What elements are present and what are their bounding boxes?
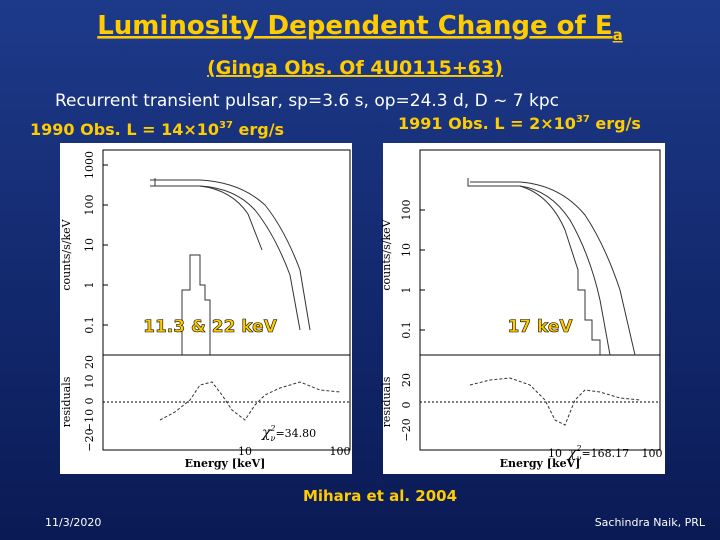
plot-annotation: 11.3 & 22 keV	[143, 317, 278, 337]
y-tick-label: 1000	[83, 151, 96, 179]
y-tick-label: 100	[400, 200, 413, 221]
observation-2: 1991 Obs. L = 2×1037 erg/s	[398, 114, 641, 133]
residual-tick-label: −10	[83, 409, 96, 432]
model-curve	[470, 181, 636, 356]
obs-exponent: 37	[576, 114, 590, 125]
model-curve	[150, 185, 301, 331]
y-tick-label: 10	[400, 243, 413, 257]
obs-label: 1991 Obs. L = 2×10	[398, 114, 576, 133]
description: Recurrent transient pulsar, sp=3.6 s, op…	[55, 91, 559, 111]
y-tick-label: 1	[400, 287, 413, 294]
residual-tick-label: −20	[83, 428, 96, 451]
obs-label: 1990 Obs. L = 14×10	[30, 120, 219, 139]
x-axis-label: Energy [keV]	[185, 457, 266, 470]
residual-points	[469, 377, 641, 426]
chi-value: =34.80	[275, 427, 316, 440]
spectrum-plot: 100 10 1 0.1 counts/s/keV 20 0 −20 residuals 10 10…	[380, 143, 665, 474]
model-curve	[150, 179, 311, 331]
x-axis-label: Energy [keV]	[500, 457, 581, 470]
obs-unit: erg/s	[233, 120, 284, 139]
chi-symbol: χ	[261, 425, 272, 441]
chi-square: χν2=168.17	[567, 444, 629, 463]
data-steps	[154, 178, 263, 251]
x-tick-label: 100	[642, 447, 663, 460]
title-text: Luminosity Dependent Change of E	[97, 11, 612, 41]
subtitle: (Ginga Obs. Of 4U0115+63)	[207, 57, 503, 79]
chi-symbol: χ	[567, 445, 578, 461]
chi-value: =168.17	[581, 447, 629, 460]
residual-tick-label: 0	[83, 398, 96, 405]
data-steps	[467, 178, 601, 355]
residual-axis-label: residuals	[60, 376, 73, 427]
x-tick-label: 10	[548, 447, 562, 460]
plot-background	[383, 143, 665, 474]
residual-tick-label: 0	[400, 402, 413, 409]
residual-tick-label: 20	[83, 355, 96, 369]
chi-superscript: 2	[269, 424, 275, 433]
y-axis-label: counts/s/keV	[380, 218, 393, 290]
y-tick-label: 1	[83, 282, 96, 289]
residual-axis-label: residuals	[380, 376, 393, 427]
chi-subscript: ν	[576, 454, 581, 463]
residual-tick-label: 10	[83, 375, 96, 389]
y-tick-label: 10	[83, 238, 96, 252]
footer-author: Sachindra Naik, PRL	[595, 516, 706, 529]
citation: Mihara et al. 2004	[303, 487, 457, 505]
y-axis-label: counts/s/keV	[60, 218, 73, 290]
x-tick-label: 100	[330, 445, 351, 458]
spectrum-plot: 10001001010.1counts/s/keV20100−10−20resi…	[60, 143, 352, 474]
model-curve	[470, 185, 611, 356]
footer-date: 11/3/2020	[45, 516, 101, 529]
y-tick-label: 0.1	[83, 316, 96, 334]
y-tick-label: 0.1	[400, 321, 413, 339]
plot-background	[60, 143, 352, 474]
chi-square: χν2=34.80	[261, 424, 316, 443]
y-tick-label: 100	[83, 195, 96, 216]
x-tick-label: 10	[238, 445, 252, 458]
residual-tick-label: −20	[400, 418, 413, 441]
residual-tick-label: 20	[400, 373, 413, 387]
chi-subscript: ν	[270, 434, 275, 443]
obs-exponent: 37	[219, 120, 233, 131]
plot-annotation: 17 keV	[507, 317, 573, 337]
title-subscript: a	[613, 26, 623, 44]
chi-superscript: 2	[575, 444, 581, 453]
observation-1: 1990 Obs. L = 14×1037 erg/s	[30, 120, 284, 139]
residual-component	[181, 254, 211, 355]
slide-title: Luminosity Dependent Change of Ea	[97, 11, 623, 44]
obs-unit: erg/s	[590, 114, 641, 133]
